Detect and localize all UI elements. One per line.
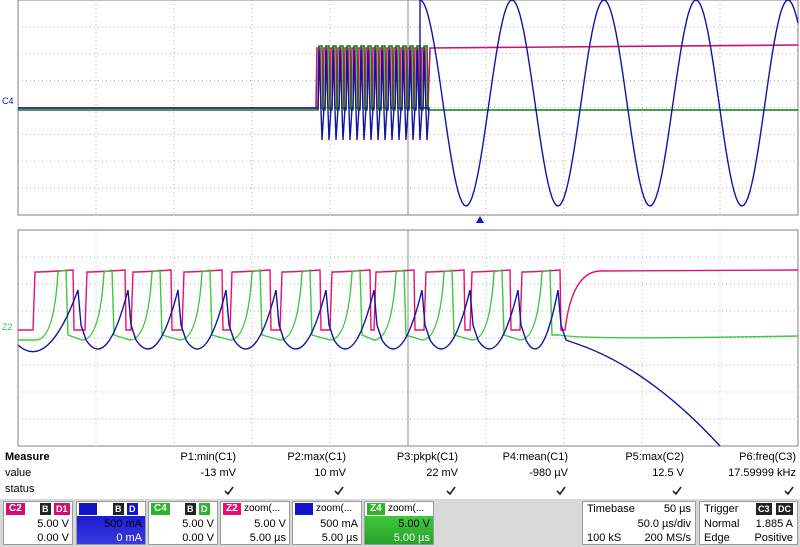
channel-offset: 0.00 V — [182, 532, 214, 544]
channel-offset: 0.00 V — [37, 532, 69, 544]
channel-tag: B — [113, 503, 124, 515]
zoom-title: zoom(... — [388, 503, 425, 514]
status-check-icon — [672, 486, 682, 496]
channel-offset: 0 mA — [116, 532, 142, 544]
lower-channel-marker: Z2 — [2, 322, 13, 332]
param-name-1[interactable]: P1:min(C1) — [180, 451, 236, 463]
channel-offset: 5.00 µs — [393, 532, 430, 544]
trigger-coupling-tag: DC — [776, 503, 793, 515]
channel-label — [295, 503, 313, 515]
channel-scale: 500 mA — [104, 518, 142, 530]
param-name-2[interactable]: P2:max(C1) — [287, 451, 346, 463]
param-value-1: -13 mV — [200, 467, 236, 479]
channel-scale: 5.00 V — [37, 518, 69, 530]
param-value-6: 17.59999 kHz — [728, 467, 796, 479]
trigger-slope: Positive — [754, 532, 793, 544]
channel-label — [79, 503, 97, 515]
lower-grid — [17, 229, 799, 447]
channel-scale: 5.00 V — [254, 518, 286, 530]
param-name-3[interactable]: P3:pkpk(C1) — [396, 451, 458, 463]
channel-label: Z4 — [367, 503, 385, 515]
trigger-source-tag: C3 — [756, 503, 772, 515]
channel-tag: B — [40, 503, 51, 515]
channel-descriptor-6[interactable]: Z4 zoom(... 5.00 V 5.00 µs — [364, 501, 434, 545]
measure-header: Measure — [5, 451, 50, 463]
trace-c2-lower — [17, 289, 721, 447]
channel-tag: D — [199, 503, 210, 515]
channel-scale: 500 mA — [320, 518, 358, 530]
channel-label: C2 — [6, 503, 25, 515]
param-name-4[interactable]: P4:mean(C1) — [502, 451, 568, 463]
timebase-per-div: 50.0 µs/div — [637, 518, 691, 530]
param-value-5: 12.5 V — [652, 467, 684, 479]
channel-descriptor-2[interactable]: B D 500 mA 0 mA — [76, 501, 146, 545]
channel-scale: 5.00 V — [398, 518, 430, 530]
status-check-icon — [784, 486, 794, 496]
zoom-title: zoom(... — [244, 503, 281, 514]
upper-channel-marker: C4 — [2, 96, 14, 106]
trigger-title: Trigger — [704, 503, 739, 515]
traces — [17, 0, 799, 447]
param-value-2: 10 mV — [314, 467, 346, 479]
param-value-3: 22 mV — [426, 467, 458, 479]
channel-descriptor-1[interactable]: C2 B D1 5.00 V 0.00 V — [3, 501, 73, 545]
timebase-descriptor[interactable]: Timebase 50 µs 50.0 µs/div 100 kS 200 MS… — [582, 501, 696, 545]
param-name-5[interactable]: P5:max(C2) — [625, 451, 684, 463]
status-check-icon — [224, 486, 234, 496]
timebase-value: 50 µs — [663, 503, 691, 515]
row-status-label: status — [5, 483, 35, 495]
timebase-samples: 100 kS — [587, 532, 622, 544]
trace-c4-lower — [18, 269, 799, 341]
timebase-title: Timebase — [587, 503, 635, 515]
channel-offset: 5.00 µs — [249, 532, 286, 544]
channel-descriptor-3[interactable]: C4 B D 5.00 V 0.00 V — [148, 501, 218, 545]
zoom-title: zoom(... — [316, 503, 353, 514]
channel-offset: 5.00 µs — [321, 532, 358, 544]
trigger-mode: Normal — [704, 518, 740, 530]
status-check-icon — [556, 486, 566, 496]
channel-scale: 5.00 V — [182, 518, 214, 530]
trigger-position-marker[interactable] — [476, 216, 484, 223]
trigger-descriptor[interactable]: Trigger C3 DC Normal 1.885 A Edge Positi… — [699, 501, 798, 545]
timebase-rate: 200 MS/s — [644, 532, 691, 544]
trace-c4-upper — [18, 45, 798, 111]
trace-c1-lower — [18, 269, 799, 331]
channel-descriptor-4[interactable]: Z2 zoom(... 5.00 V 5.00 µs — [220, 501, 290, 545]
status-check-icon — [334, 486, 344, 496]
channel-tag: D1 — [54, 503, 70, 515]
row-value-label: value — [5, 467, 32, 479]
status-check-icon — [446, 486, 456, 496]
trigger-level: 1.885 A — [755, 518, 793, 530]
trigger-type: Edge — [704, 532, 730, 544]
channel-label: Z2 — [223, 503, 241, 515]
channel-tag: D — [127, 503, 138, 515]
param-name-6[interactable]: P6:freq(C3) — [739, 451, 796, 463]
trace-c2-upper — [18, 0, 799, 207]
channel-tag: B — [185, 503, 196, 515]
measure-panel: Measure value status P1:min(C1) -13 mV P2:… — [0, 447, 800, 499]
channel-descriptor-5[interactable]: zoom(... 500 mA 5.00 µs — [292, 501, 362, 545]
param-value-4: -980 µV — [529, 467, 568, 479]
channel-label: C4 — [151, 503, 170, 515]
